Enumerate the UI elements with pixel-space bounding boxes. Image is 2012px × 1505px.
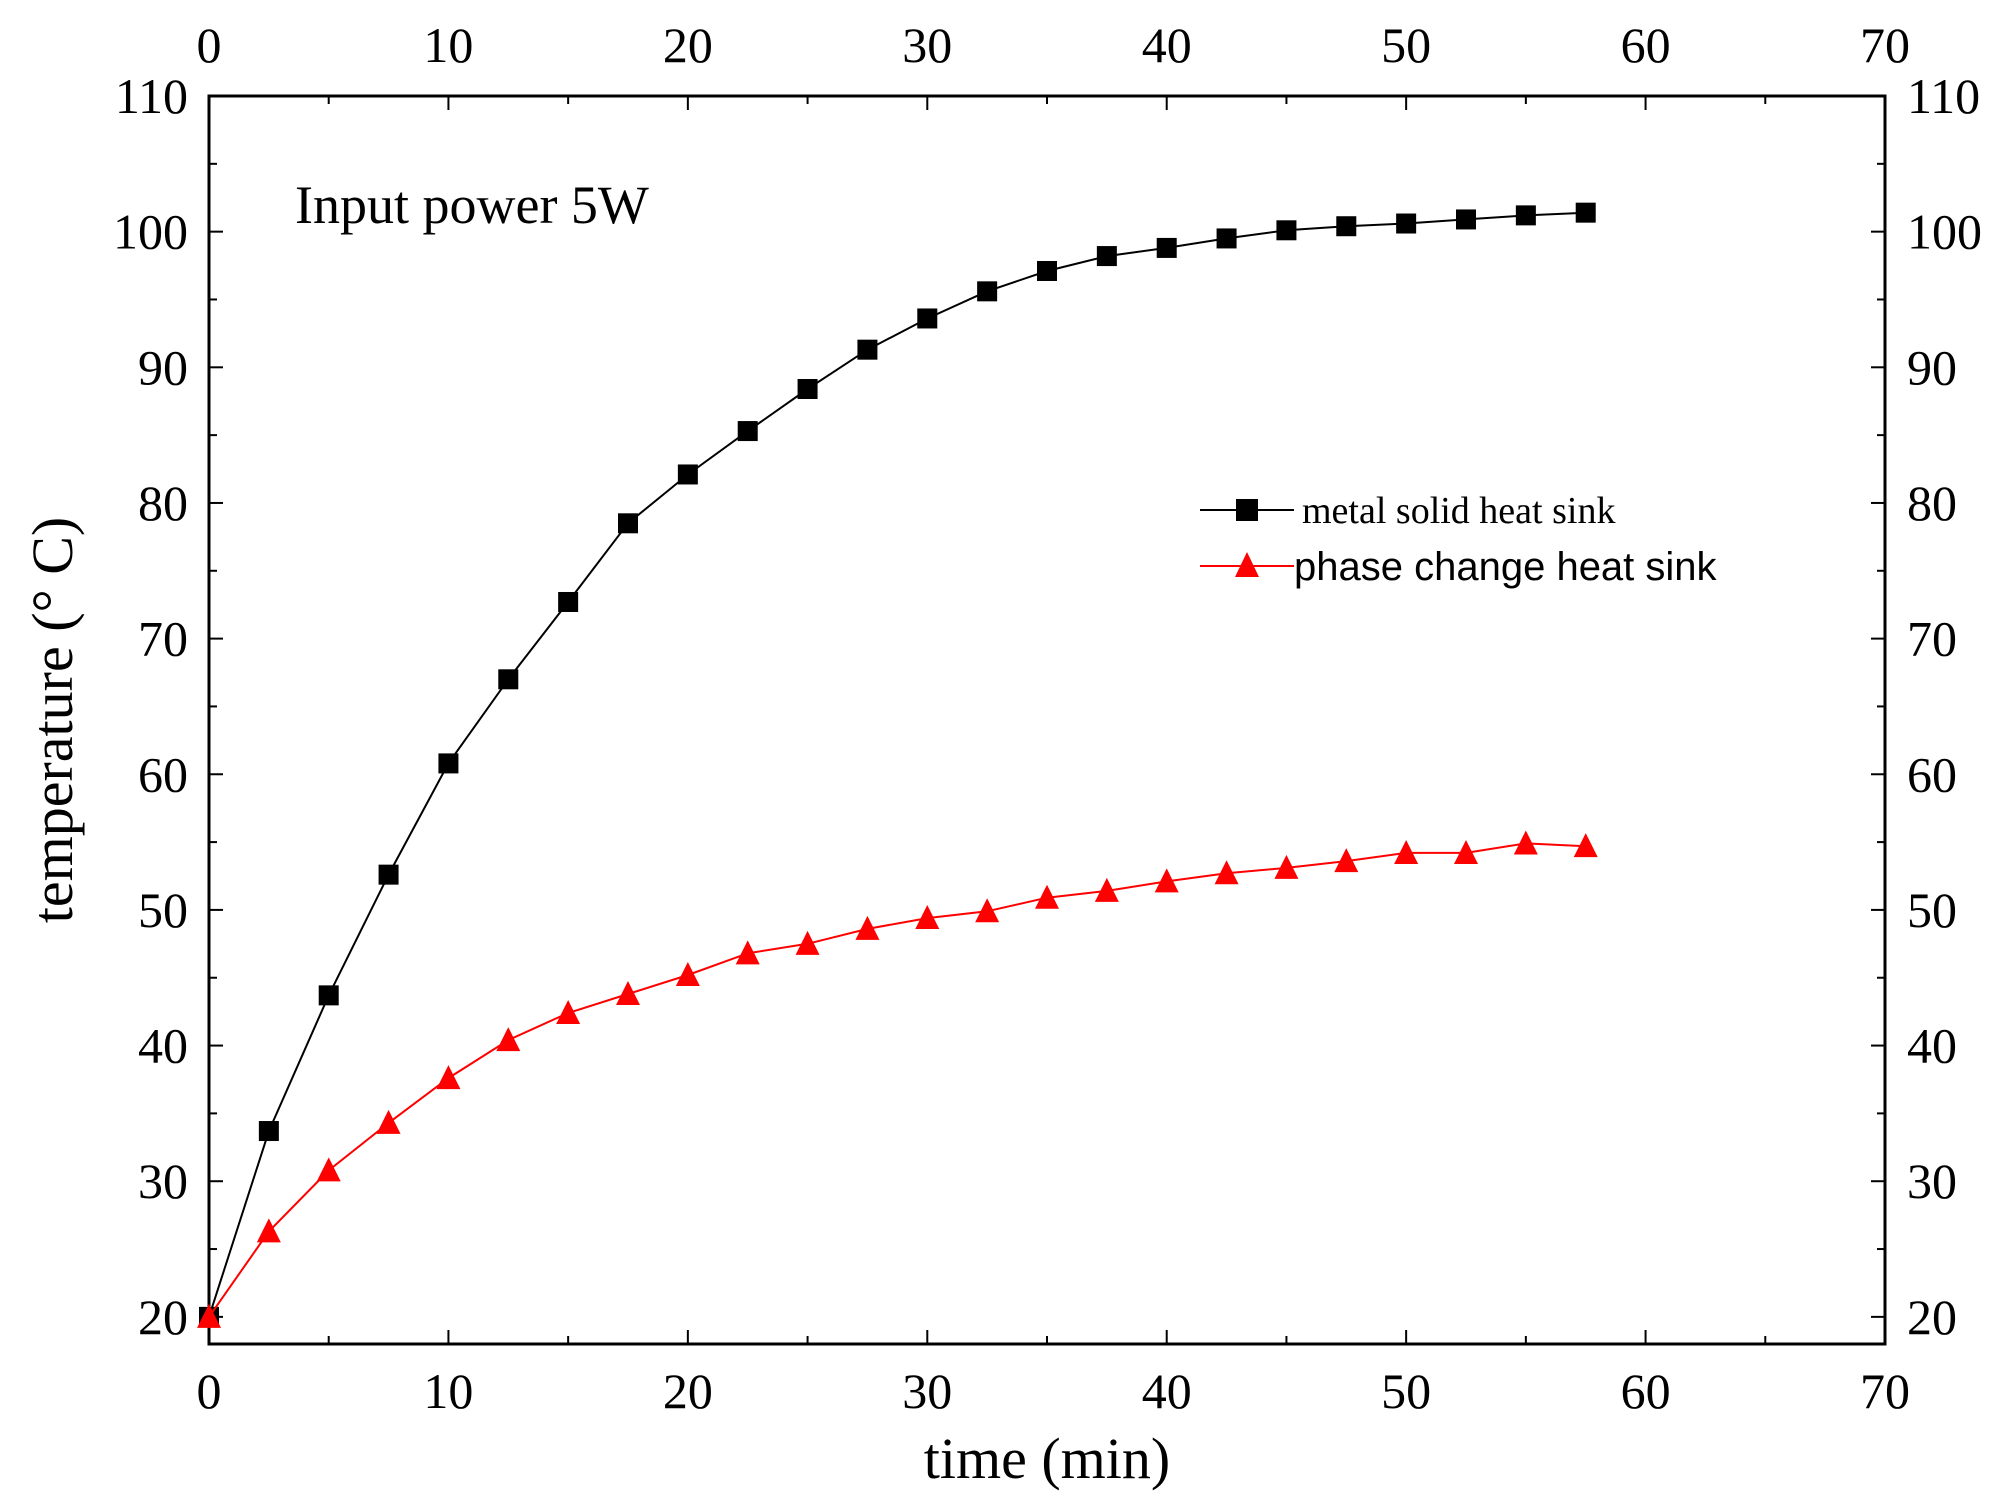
data-point-phase xyxy=(256,1218,281,1243)
x-tick-label-bottom: 70 xyxy=(1860,1363,1910,1419)
x-tick-label-bottom: 10 xyxy=(423,1363,473,1419)
legend-marker-metal xyxy=(1236,499,1258,521)
x-tick-label-top: 20 xyxy=(663,17,713,73)
y-tick-label-right: 100 xyxy=(1907,204,1982,260)
y-tick-label-left: 80 xyxy=(138,475,188,531)
data-point-phase xyxy=(1094,877,1119,902)
data-point-phase xyxy=(1035,884,1059,909)
y-tick-label-left: 100 xyxy=(113,204,188,260)
x-tick-label-bottom: 30 xyxy=(902,1363,952,1419)
data-point-phase xyxy=(1573,833,1598,858)
data-point-phase xyxy=(1334,848,1359,873)
plot-frame xyxy=(207,94,1887,1346)
data-point-metal xyxy=(1396,213,1417,234)
y-tick-label-right: 30 xyxy=(1907,1153,1957,1209)
data-point-metal xyxy=(977,281,998,302)
data-point-metal xyxy=(677,464,698,485)
data-point-metal xyxy=(498,669,519,690)
data-point-metal xyxy=(1037,260,1057,281)
x-tick-label-top: 30 xyxy=(902,17,952,73)
y-tick-label-left: 40 xyxy=(138,1018,188,1074)
x-tick-label-top: 50 xyxy=(1381,17,1431,73)
x-axis-title: time (min) xyxy=(924,1426,1170,1491)
data-point-metal xyxy=(1456,209,1476,230)
data-point-metal xyxy=(1156,237,1177,258)
legend-label-phase: phase change heat sink xyxy=(1294,545,1718,589)
data-point-metal xyxy=(1096,246,1117,267)
y-tick-label-left: 50 xyxy=(138,882,188,938)
legend-label-metal: metal solid heat sink xyxy=(1302,490,1615,532)
y-tick-label-left: 20 xyxy=(138,1289,188,1345)
data-point-phase xyxy=(675,962,700,987)
axis-tick-labels: 0 0 10 10 20 20 30 30 40 40 50 50 60 60 70 70 20 20 30 30 40… xyxy=(113,17,1982,1419)
x-tick-label-top: 60 xyxy=(1621,17,1671,73)
data-point-metal xyxy=(737,421,758,442)
x-tick-label-top: 40 xyxy=(1142,17,1192,73)
data-point-phase xyxy=(1154,868,1179,893)
data-point-phase xyxy=(496,1027,521,1052)
data-point-phase xyxy=(1274,854,1299,879)
y-tick-label-right: 90 xyxy=(1907,339,1957,395)
y-tick-label-left: 70 xyxy=(138,611,188,667)
data-point-metal xyxy=(1336,216,1357,237)
data-point-phase xyxy=(855,915,880,940)
y-tick-label-left: 60 xyxy=(138,746,188,802)
series-line-0 xyxy=(208,211,1586,1318)
data-point-metal xyxy=(1575,202,1596,223)
data-point-metal xyxy=(258,1121,279,1142)
data-point-metal xyxy=(438,753,459,774)
y-tick-label-right: 20 xyxy=(1907,1289,1957,1345)
data-point-phase xyxy=(436,1065,461,1090)
annotation-input-power: Input power 5W xyxy=(295,175,649,235)
data-point-metal xyxy=(857,339,878,360)
legend-marker-phase xyxy=(1235,552,1259,577)
data-point-metal xyxy=(618,513,638,534)
data-point-metal xyxy=(1515,205,1536,226)
data-point-metal xyxy=(1216,228,1237,249)
data-point-phase xyxy=(915,905,940,930)
data-point-phase xyxy=(556,1000,581,1025)
data-point-phase xyxy=(197,1303,221,1328)
data-point-metal xyxy=(797,379,818,400)
y-tick-label-left: 90 xyxy=(138,339,188,395)
x-tick-label-bottom: 40 xyxy=(1142,1363,1192,1419)
data-point-metal xyxy=(1276,220,1297,241)
series-line-1 xyxy=(208,842,1586,1318)
data-point-phase xyxy=(795,930,820,955)
y-tick-label-right: 110 xyxy=(1907,68,1980,124)
y-tick-label-left: 30 xyxy=(138,1153,188,1209)
data-point-metal xyxy=(378,864,399,885)
axis-ticks xyxy=(208,95,1886,1344)
y-tick-label-left: 110 xyxy=(115,68,188,124)
x-tick-label-top: 10 xyxy=(423,17,473,73)
data-point-metal xyxy=(917,308,938,329)
y-tick-label-right: 40 xyxy=(1907,1018,1957,1074)
x-tick-label-bottom: 50 xyxy=(1381,1363,1431,1419)
y-axis-title: temperature (° C) xyxy=(20,517,85,923)
x-tick-label-top: 70 xyxy=(1860,17,1910,73)
legend: metal solid heat sink phase change heat … xyxy=(1200,490,1718,589)
data-point-phase xyxy=(1394,839,1419,864)
y-tick-label-right: 60 xyxy=(1907,746,1957,802)
x-tick-label-bottom: 20 xyxy=(663,1363,713,1419)
data-point-phase xyxy=(975,898,1000,923)
x-tick-label-top: 0 xyxy=(197,17,222,73)
data-point-phase xyxy=(1214,860,1239,885)
data-point-phase xyxy=(1454,839,1478,864)
y-tick-label-right: 50 xyxy=(1907,882,1957,938)
y-tick-label-right: 80 xyxy=(1907,475,1957,531)
data-point-phase xyxy=(616,981,640,1006)
data-point-phase xyxy=(376,1109,401,1134)
x-tick-label-bottom: 0 xyxy=(197,1363,222,1419)
x-tick-label-bottom: 60 xyxy=(1621,1363,1671,1419)
data-point-phase xyxy=(316,1157,341,1182)
data-point-metal xyxy=(558,591,579,612)
data-point-metal xyxy=(318,985,339,1006)
y-tick-label-right: 70 xyxy=(1907,611,1957,667)
data-point-phase xyxy=(1513,830,1538,855)
series-layer xyxy=(197,202,1598,1328)
data-point-phase xyxy=(735,940,760,965)
